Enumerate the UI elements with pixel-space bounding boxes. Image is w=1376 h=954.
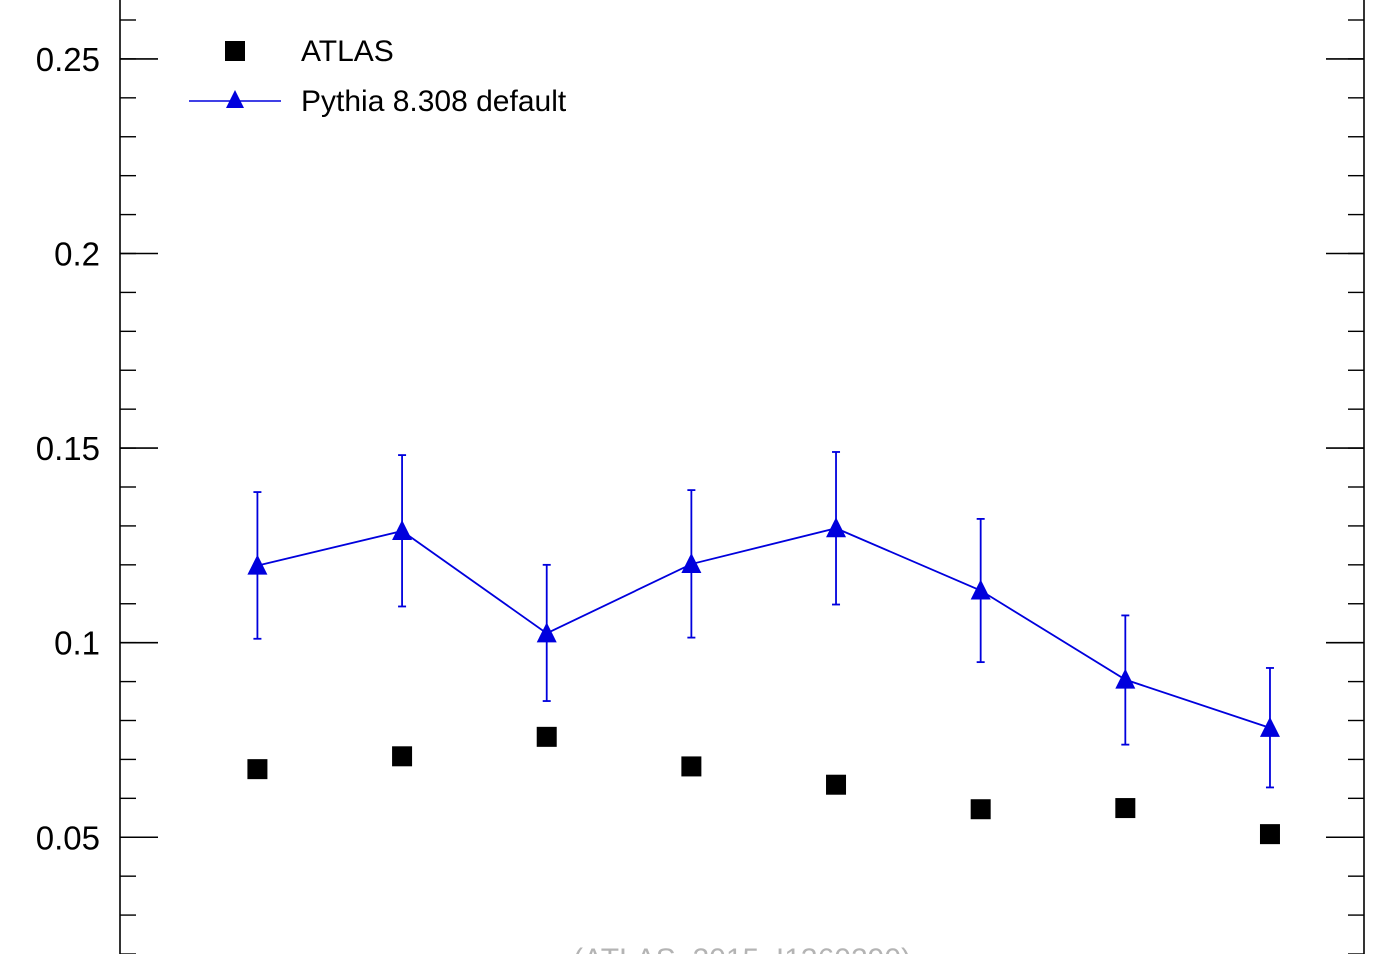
pythia-point [536, 622, 557, 643]
pythia-line [257, 527, 1271, 729]
pythia-point [1115, 668, 1136, 689]
y-tick-label: 0.25 [36, 41, 100, 78]
y-tick-labels: 0.05 0.1 0.15 0.2 0.25 [36, 41, 100, 856]
pythia-point [392, 519, 413, 540]
data-series [247, 451, 1280, 845]
atlas-point [826, 774, 847, 795]
pythia-point [247, 554, 268, 575]
legend: ATLAS Pythia 8.308 default [189, 35, 567, 118]
series-atlas [247, 726, 1280, 845]
y-tick-label: 0.15 [36, 430, 100, 467]
atlas-point [536, 726, 557, 747]
watermark-label: (ATLAS_2015_I1360290) [573, 943, 911, 954]
legend-pythia-marker [226, 90, 244, 108]
y-tick-label: 0.1 [54, 625, 100, 662]
atlas-point [247, 759, 268, 780]
atlas-point [1259, 824, 1280, 845]
pythia-point [1259, 716, 1280, 737]
pythia-point [970, 579, 991, 600]
pythia-point [826, 517, 847, 538]
legend-pythia-label: Pythia 8.308 default [301, 85, 567, 118]
atlas-point [681, 756, 702, 777]
y-tick-label: 0.2 [54, 236, 100, 273]
y-tick-label: 0.05 [36, 819, 100, 856]
legend-atlas-marker [225, 41, 245, 61]
legend-atlas-label: ATLAS [301, 35, 394, 68]
pythia-point [681, 553, 702, 574]
plot-frame [119, 0, 1365, 954]
atlas-point [970, 799, 991, 820]
atlas-point [1115, 798, 1136, 819]
y-minor-ticks [120, 19, 1364, 954]
atlas-point [392, 746, 413, 767]
y-major-ticks [120, 58, 1364, 839]
series-pythia [247, 451, 1280, 789]
